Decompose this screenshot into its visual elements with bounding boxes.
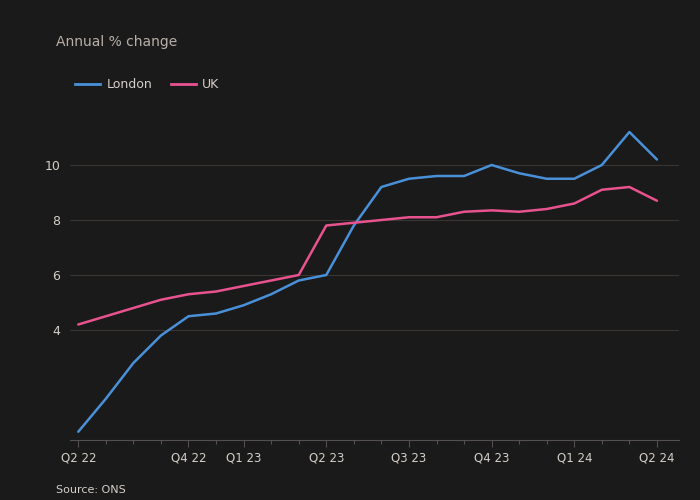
- Text: Source: ONS: Source: ONS: [56, 485, 126, 495]
- Legend: London, UK: London, UK: [70, 74, 225, 96]
- Text: Annual % change: Annual % change: [56, 35, 177, 49]
